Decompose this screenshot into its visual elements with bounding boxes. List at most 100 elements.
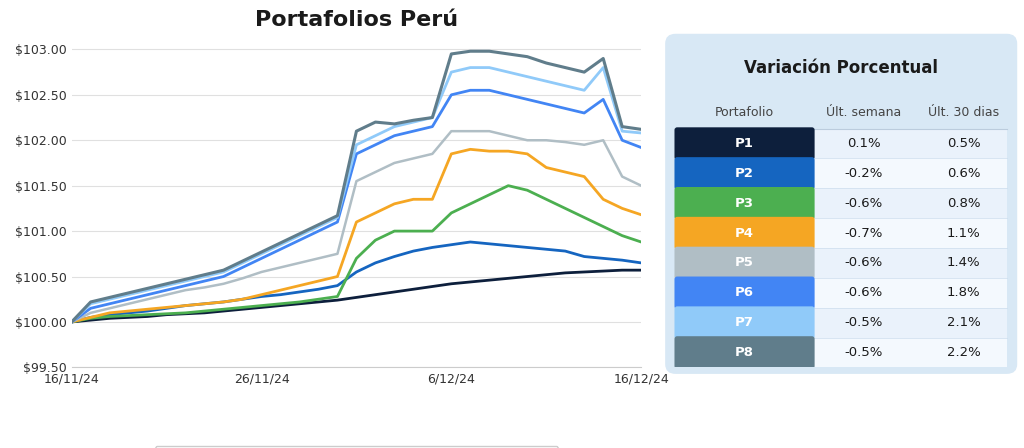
Text: -0.2%: -0.2%	[845, 167, 883, 180]
Line: P4: P4	[72, 149, 641, 322]
P3	[274, 301, 287, 306]
P1	[217, 308, 229, 314]
P3	[426, 228, 438, 234]
P4	[66, 319, 78, 325]
P7	[521, 74, 534, 79]
P7	[616, 129, 629, 134]
P8	[161, 281, 173, 286]
P4	[445, 151, 458, 156]
P8	[483, 48, 496, 54]
P2	[179, 303, 191, 308]
Text: Últ. semana: Últ. semana	[826, 106, 901, 119]
P4	[123, 308, 135, 314]
Text: 0.6%: 0.6%	[947, 167, 980, 180]
P5	[350, 178, 362, 184]
P1	[85, 318, 97, 323]
P4	[255, 292, 267, 297]
P5	[559, 139, 571, 145]
P6	[464, 88, 476, 93]
P3	[483, 192, 496, 198]
P4	[293, 283, 305, 289]
P2	[85, 314, 97, 320]
P7	[635, 130, 647, 136]
P2	[103, 312, 116, 317]
P7	[237, 260, 249, 266]
FancyBboxPatch shape	[675, 157, 815, 190]
P8	[123, 290, 135, 296]
FancyBboxPatch shape	[666, 34, 1017, 374]
P3	[85, 316, 97, 321]
P6	[274, 246, 287, 252]
P5	[445, 129, 458, 134]
Line: P1: P1	[72, 270, 641, 322]
P8	[635, 127, 647, 132]
Text: P1: P1	[735, 137, 754, 150]
P4	[312, 278, 325, 284]
P2	[350, 269, 362, 275]
Bar	[676, 278, 1007, 308]
P7	[370, 133, 382, 138]
P5	[312, 256, 325, 261]
P3	[179, 310, 191, 315]
P2	[464, 239, 476, 245]
P8	[66, 319, 78, 325]
P6	[293, 237, 305, 243]
P7	[293, 233, 305, 238]
P6	[332, 220, 344, 225]
P3	[141, 312, 154, 317]
P4	[388, 201, 400, 207]
Bar	[676, 248, 1007, 278]
Bar	[676, 218, 1007, 248]
P7	[597, 65, 609, 70]
P2	[408, 248, 420, 254]
P8	[85, 299, 97, 305]
P2	[635, 260, 647, 266]
P1	[141, 314, 154, 319]
P2	[255, 294, 267, 299]
P5	[426, 151, 438, 156]
P3	[312, 297, 325, 302]
P7	[502, 69, 514, 75]
Bar	[676, 129, 1007, 159]
P7	[179, 278, 191, 284]
P5	[103, 306, 116, 311]
Line: P8: P8	[72, 51, 641, 322]
P5	[66, 319, 78, 325]
P6	[616, 138, 629, 143]
P3	[293, 299, 305, 305]
P1	[521, 274, 534, 279]
P4	[103, 310, 116, 315]
Line: P5: P5	[72, 131, 641, 322]
FancyBboxPatch shape	[675, 217, 815, 249]
P1	[237, 306, 249, 312]
P4	[597, 197, 609, 202]
P8	[540, 60, 552, 66]
P3	[445, 210, 458, 215]
P8	[293, 231, 305, 237]
Bar	[676, 188, 1007, 218]
P1	[483, 277, 496, 283]
P1	[103, 316, 116, 321]
P1	[540, 272, 552, 277]
P1	[123, 314, 135, 320]
Text: -0.7%: -0.7%	[845, 227, 883, 240]
P4	[464, 146, 476, 152]
P4	[237, 297, 249, 302]
P8	[179, 276, 191, 282]
P8	[559, 65, 571, 70]
Text: 2.1%: 2.1%	[947, 316, 981, 329]
P3	[255, 303, 267, 308]
P7	[274, 242, 287, 247]
P6	[445, 92, 458, 98]
P8	[332, 213, 344, 218]
P3	[103, 314, 116, 319]
P5	[521, 138, 534, 143]
Bar	[676, 308, 1007, 337]
P1	[179, 311, 191, 316]
P6	[521, 97, 534, 102]
P8	[388, 121, 400, 127]
P3	[237, 305, 249, 310]
P6	[161, 288, 173, 293]
Bar	[676, 159, 1007, 188]
P5	[293, 260, 305, 266]
